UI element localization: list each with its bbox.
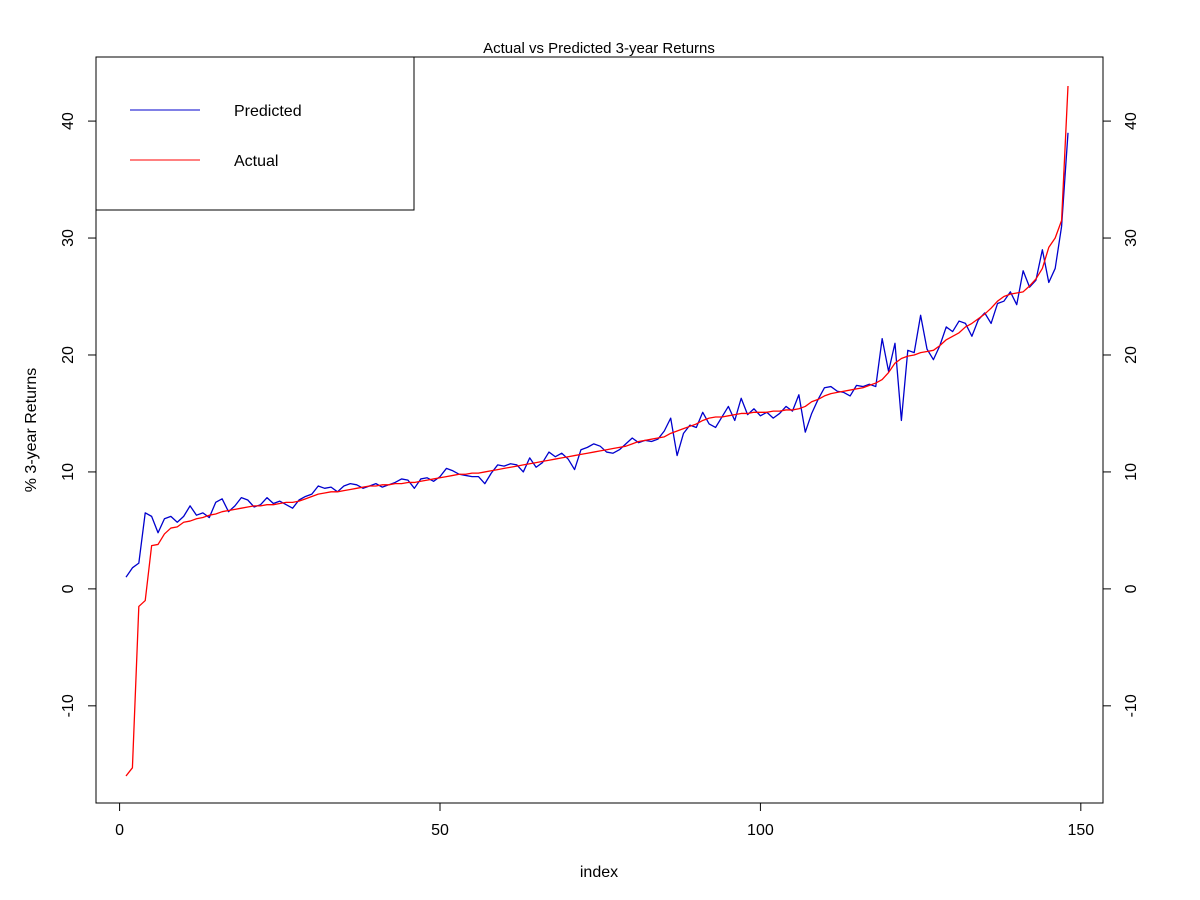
y-tick-label: 20 bbox=[60, 346, 77, 364]
series-line-actual bbox=[125, 85, 1069, 777]
right-y-tick-label: 0 bbox=[1123, 584, 1140, 593]
plot-frame bbox=[95, 56, 1104, 804]
x-tick-label: 150 bbox=[1067, 822, 1094, 839]
y-tick-label: 0 bbox=[60, 584, 77, 593]
series-layer bbox=[125, 85, 1069, 777]
x-axis-label: index bbox=[580, 864, 618, 881]
chart-title: Actual vs Predicted 3-year Returns bbox=[483, 40, 715, 57]
x-axis-ticks: 0 50 100 150 bbox=[115, 803, 1094, 839]
y-tick-label: 10 bbox=[60, 463, 77, 481]
right-y-tick-label: 40 bbox=[1123, 112, 1140, 130]
y-tick-label: -10 bbox=[60, 694, 77, 717]
right-y-tick-label: 10 bbox=[1123, 463, 1140, 481]
y-tick-label: 30 bbox=[60, 229, 77, 247]
legend: Predicted Actual bbox=[95, 56, 415, 211]
legend-label-actual: Actual bbox=[234, 153, 278, 170]
x-tick-label: 100 bbox=[747, 822, 774, 839]
right-y-tick-label: 20 bbox=[1123, 346, 1140, 364]
right-y-tick-label: 30 bbox=[1123, 229, 1140, 247]
y-axis-label: % 3-year Returns bbox=[23, 368, 40, 493]
x-tick-label: 0 bbox=[115, 822, 124, 839]
y-tick-label: 40 bbox=[60, 112, 77, 130]
right-y-axis-ticks: -10 0 10 20 30 40 bbox=[1103, 112, 1140, 717]
legend-label-predicted: Predicted bbox=[234, 103, 302, 120]
y-axis-ticks: -10 0 10 20 30 40 bbox=[60, 112, 96, 717]
right-y-tick-label: -10 bbox=[1123, 694, 1140, 717]
legend-box bbox=[95, 56, 415, 211]
x-tick-label: 50 bbox=[431, 822, 449, 839]
